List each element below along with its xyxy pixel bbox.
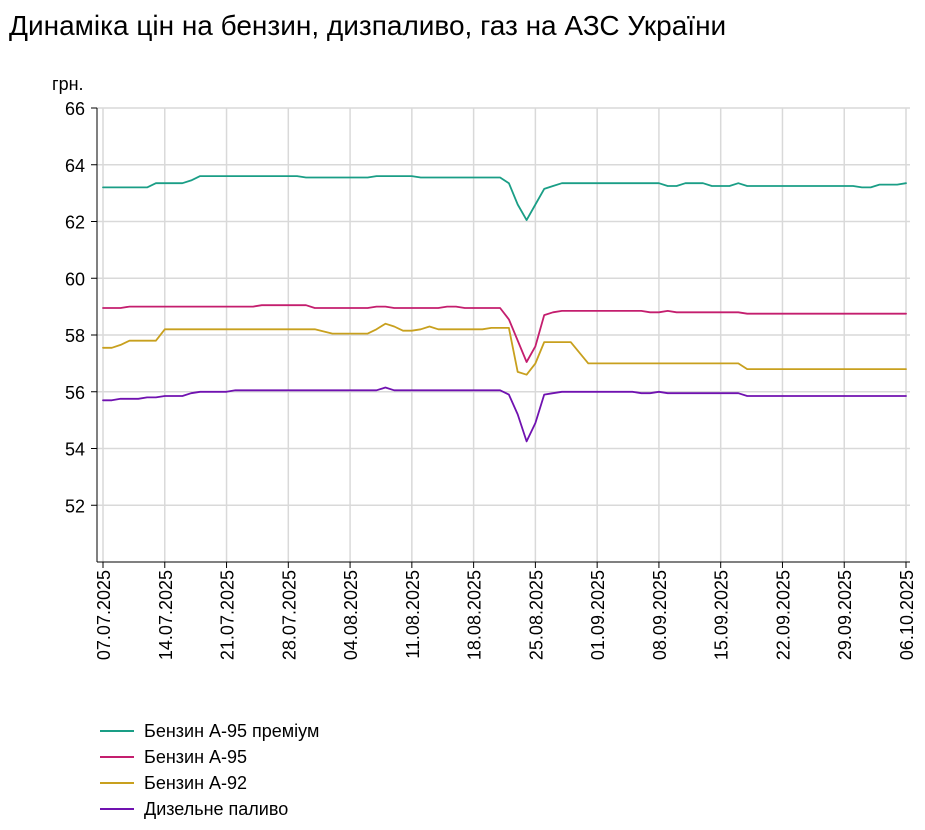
x-tick-label: 25.08.2025 (526, 570, 546, 660)
x-tick-label: 06.10.2025 (897, 570, 917, 660)
y-tick-label: 62 (65, 213, 85, 233)
legend-item: Бензин А-92 (100, 770, 319, 796)
legend-label: Дизельне паливо (144, 798, 289, 819)
y-tick-label: 54 (65, 440, 85, 460)
label-layer: 52 54 56 58 60 62 64 66 07.07.2025 14.07.2025 21.0… (52, 74, 917, 660)
legend-item: Бензин А-95 преміум (100, 718, 319, 744)
y-tick-label: 64 (65, 156, 85, 176)
chart-title: Динаміка цін на бензин, дизпаливо, газ н… (9, 10, 727, 41)
legend-label: Бензин А-95 (144, 746, 248, 767)
x-tick-label: 22.09.2025 (773, 570, 793, 660)
y-tick-label: 52 (65, 496, 85, 516)
y-tick-label: 60 (65, 269, 85, 289)
legend-swatch (100, 782, 134, 784)
legend-swatch (100, 730, 134, 732)
y-tick-label: 58 (65, 326, 85, 346)
x-tick-label: 14.07.2025 (156, 570, 176, 660)
series-line-4 (102, 386, 907, 443)
series-line-1 (102, 175, 907, 222)
y-tick-label: 66 (65, 99, 85, 119)
x-tick-label: 07.07.2025 (94, 570, 114, 660)
x-tick-label: 15.09.2025 (712, 570, 732, 660)
x-tick-label: 01.09.2025 (588, 570, 608, 660)
legend-label: Бензин А-92 (144, 772, 248, 793)
legend-swatch (100, 808, 134, 810)
y-tick-label: 56 (65, 383, 85, 403)
legend-swatch (100, 756, 134, 758)
series-line-3 (102, 322, 907, 376)
legend-item: Дизельне паливо (100, 796, 319, 822)
legend-label: Бензин А-95 преміум (144, 720, 320, 741)
y-axis-label: грн. (52, 74, 84, 94)
x-tick-label: 21.07.2025 (218, 570, 238, 660)
series-line-2 (102, 304, 907, 363)
x-tick-label: 28.07.2025 (279, 570, 299, 660)
legend-item: Бензин А-95 (100, 744, 319, 770)
axis-layer (91, 107, 910, 568)
grid-layer (97, 107, 910, 562)
legend: Бензин А-95 преміум Бензин А-95 Бензин А-9… (100, 718, 319, 822)
series-layer (102, 175, 907, 443)
x-tick-label: 29.09.2025 (835, 570, 855, 660)
x-tick-label: 11.08.2025 (403, 570, 423, 659)
x-tick-label: 04.08.2025 (341, 570, 361, 660)
x-tick-label: 08.09.2025 (650, 570, 670, 660)
x-tick-label: 18.08.2025 (465, 570, 485, 660)
